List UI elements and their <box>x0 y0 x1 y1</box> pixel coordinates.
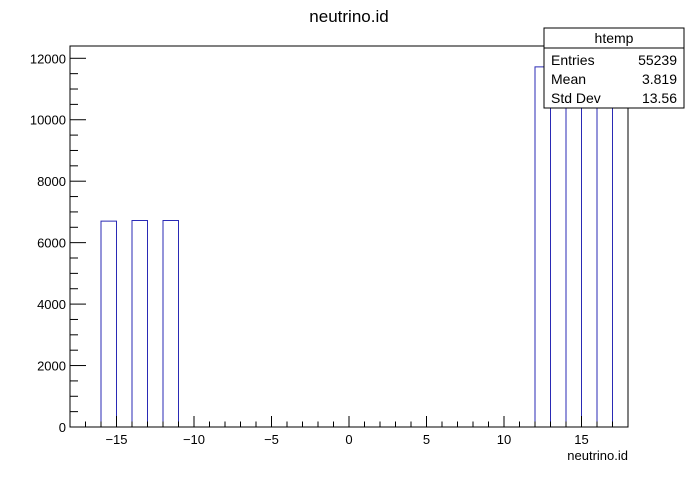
stats-stddev-label: Std Dev <box>551 90 601 106</box>
histogram-bin <box>100 220 117 427</box>
y-tick-label: 12000 <box>30 51 66 66</box>
y-axis: 0 2000 4000 6000 8000 10000 12000 <box>30 51 86 435</box>
histogram-bin <box>162 220 179 427</box>
stats-entries-value: 55239 <box>638 52 677 68</box>
y-tick-label: 2000 <box>37 359 66 374</box>
histogram-bin <box>581 66 598 427</box>
y-tick-label: 4000 <box>37 297 66 312</box>
y-tick-label: 0 <box>59 420 66 435</box>
histogram-bin <box>596 66 613 427</box>
histogram-bin <box>550 66 567 427</box>
x-tick-label: 10 <box>497 432 511 447</box>
x-tick-label: 5 <box>423 432 430 447</box>
histogram-bin <box>565 66 582 427</box>
y-tick-label: 10000 <box>30 113 66 128</box>
histogram-bin <box>534 66 551 427</box>
stats-mean-label: Mean <box>551 71 586 87</box>
stats-entries-label: Entries <box>551 52 595 68</box>
x-axis-label: neutrino.id <box>567 448 628 463</box>
bars-layer <box>100 66 613 427</box>
chart-title: neutrino.id <box>309 7 388 26</box>
x-tick-label: −15 <box>105 432 127 447</box>
x-tick-label: 15 <box>574 432 588 447</box>
x-axis: −15 −10 −5 0 5 10 15 <box>69 416 629 447</box>
stats-box-title: htemp <box>595 30 634 46</box>
x-tick-label: −5 <box>264 432 279 447</box>
stats-box: htemp Entries 55239 Mean 3.819 Std Dev 1… <box>543 27 685 109</box>
x-tick-label: 0 <box>345 432 352 447</box>
x-tick-label: −10 <box>183 432 205 447</box>
y-tick-label: 8000 <box>37 174 66 189</box>
stats-mean-value: 3.819 <box>642 71 677 87</box>
stats-stddev-value: 13.56 <box>642 90 677 106</box>
stats-box-frame <box>543 27 685 109</box>
histogram-bin <box>131 220 148 427</box>
y-tick-label: 6000 <box>37 236 66 251</box>
